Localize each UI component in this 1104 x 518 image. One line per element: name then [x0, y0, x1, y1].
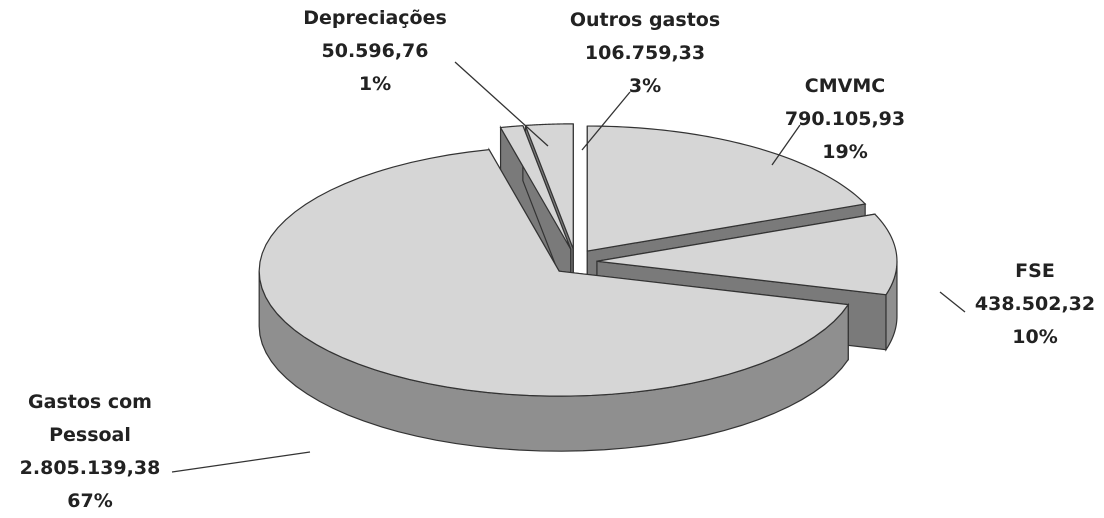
percent-label: 10%	[1012, 326, 1058, 348]
slice-top	[596, 213, 898, 296]
value-label: 106.759,33	[584, 42, 706, 64]
slice-top	[586, 125, 867, 252]
value-label: 2.805.139,38	[19, 457, 161, 479]
category-name: Outros gastos	[569, 9, 721, 31]
pie-slice	[258, 147, 850, 452]
slice-label: CMVMC 790.105,93 19%	[785, 70, 905, 169]
category-name: Depreciações	[303, 7, 447, 29]
slice-label: Outros gastos 106.759,33 3%	[570, 4, 720, 103]
leader-line	[771, 124, 801, 166]
slice-label: FSE 438.502,32 10%	[975, 255, 1095, 354]
slice-label: Gastos com Pessoal 2.805.139,38 67%	[20, 386, 161, 518]
percent-label: 3%	[628, 75, 662, 97]
leader-line	[171, 451, 311, 473]
slice-top	[499, 125, 572, 250]
category-name: FSE	[1015, 260, 1055, 282]
percent-label: 19%	[822, 141, 868, 163]
percent-label: 67%	[67, 490, 113, 512]
value-label: 50.596,76	[321, 40, 429, 62]
leader-line	[454, 61, 549, 147]
slice-top	[524, 123, 574, 250]
slice-top	[258, 148, 850, 397]
leader-line	[581, 91, 631, 151]
slice-label: Depreciações 50.596,76 1%	[303, 2, 447, 101]
leader-line	[939, 291, 966, 313]
value-label: 438.502,32	[974, 293, 1096, 315]
value-label: 790.105,93	[784, 108, 906, 130]
percent-label: 1%	[358, 73, 392, 95]
category-name: CMVMC	[804, 75, 886, 97]
category-name: Gastos com Pessoal	[28, 391, 152, 446]
